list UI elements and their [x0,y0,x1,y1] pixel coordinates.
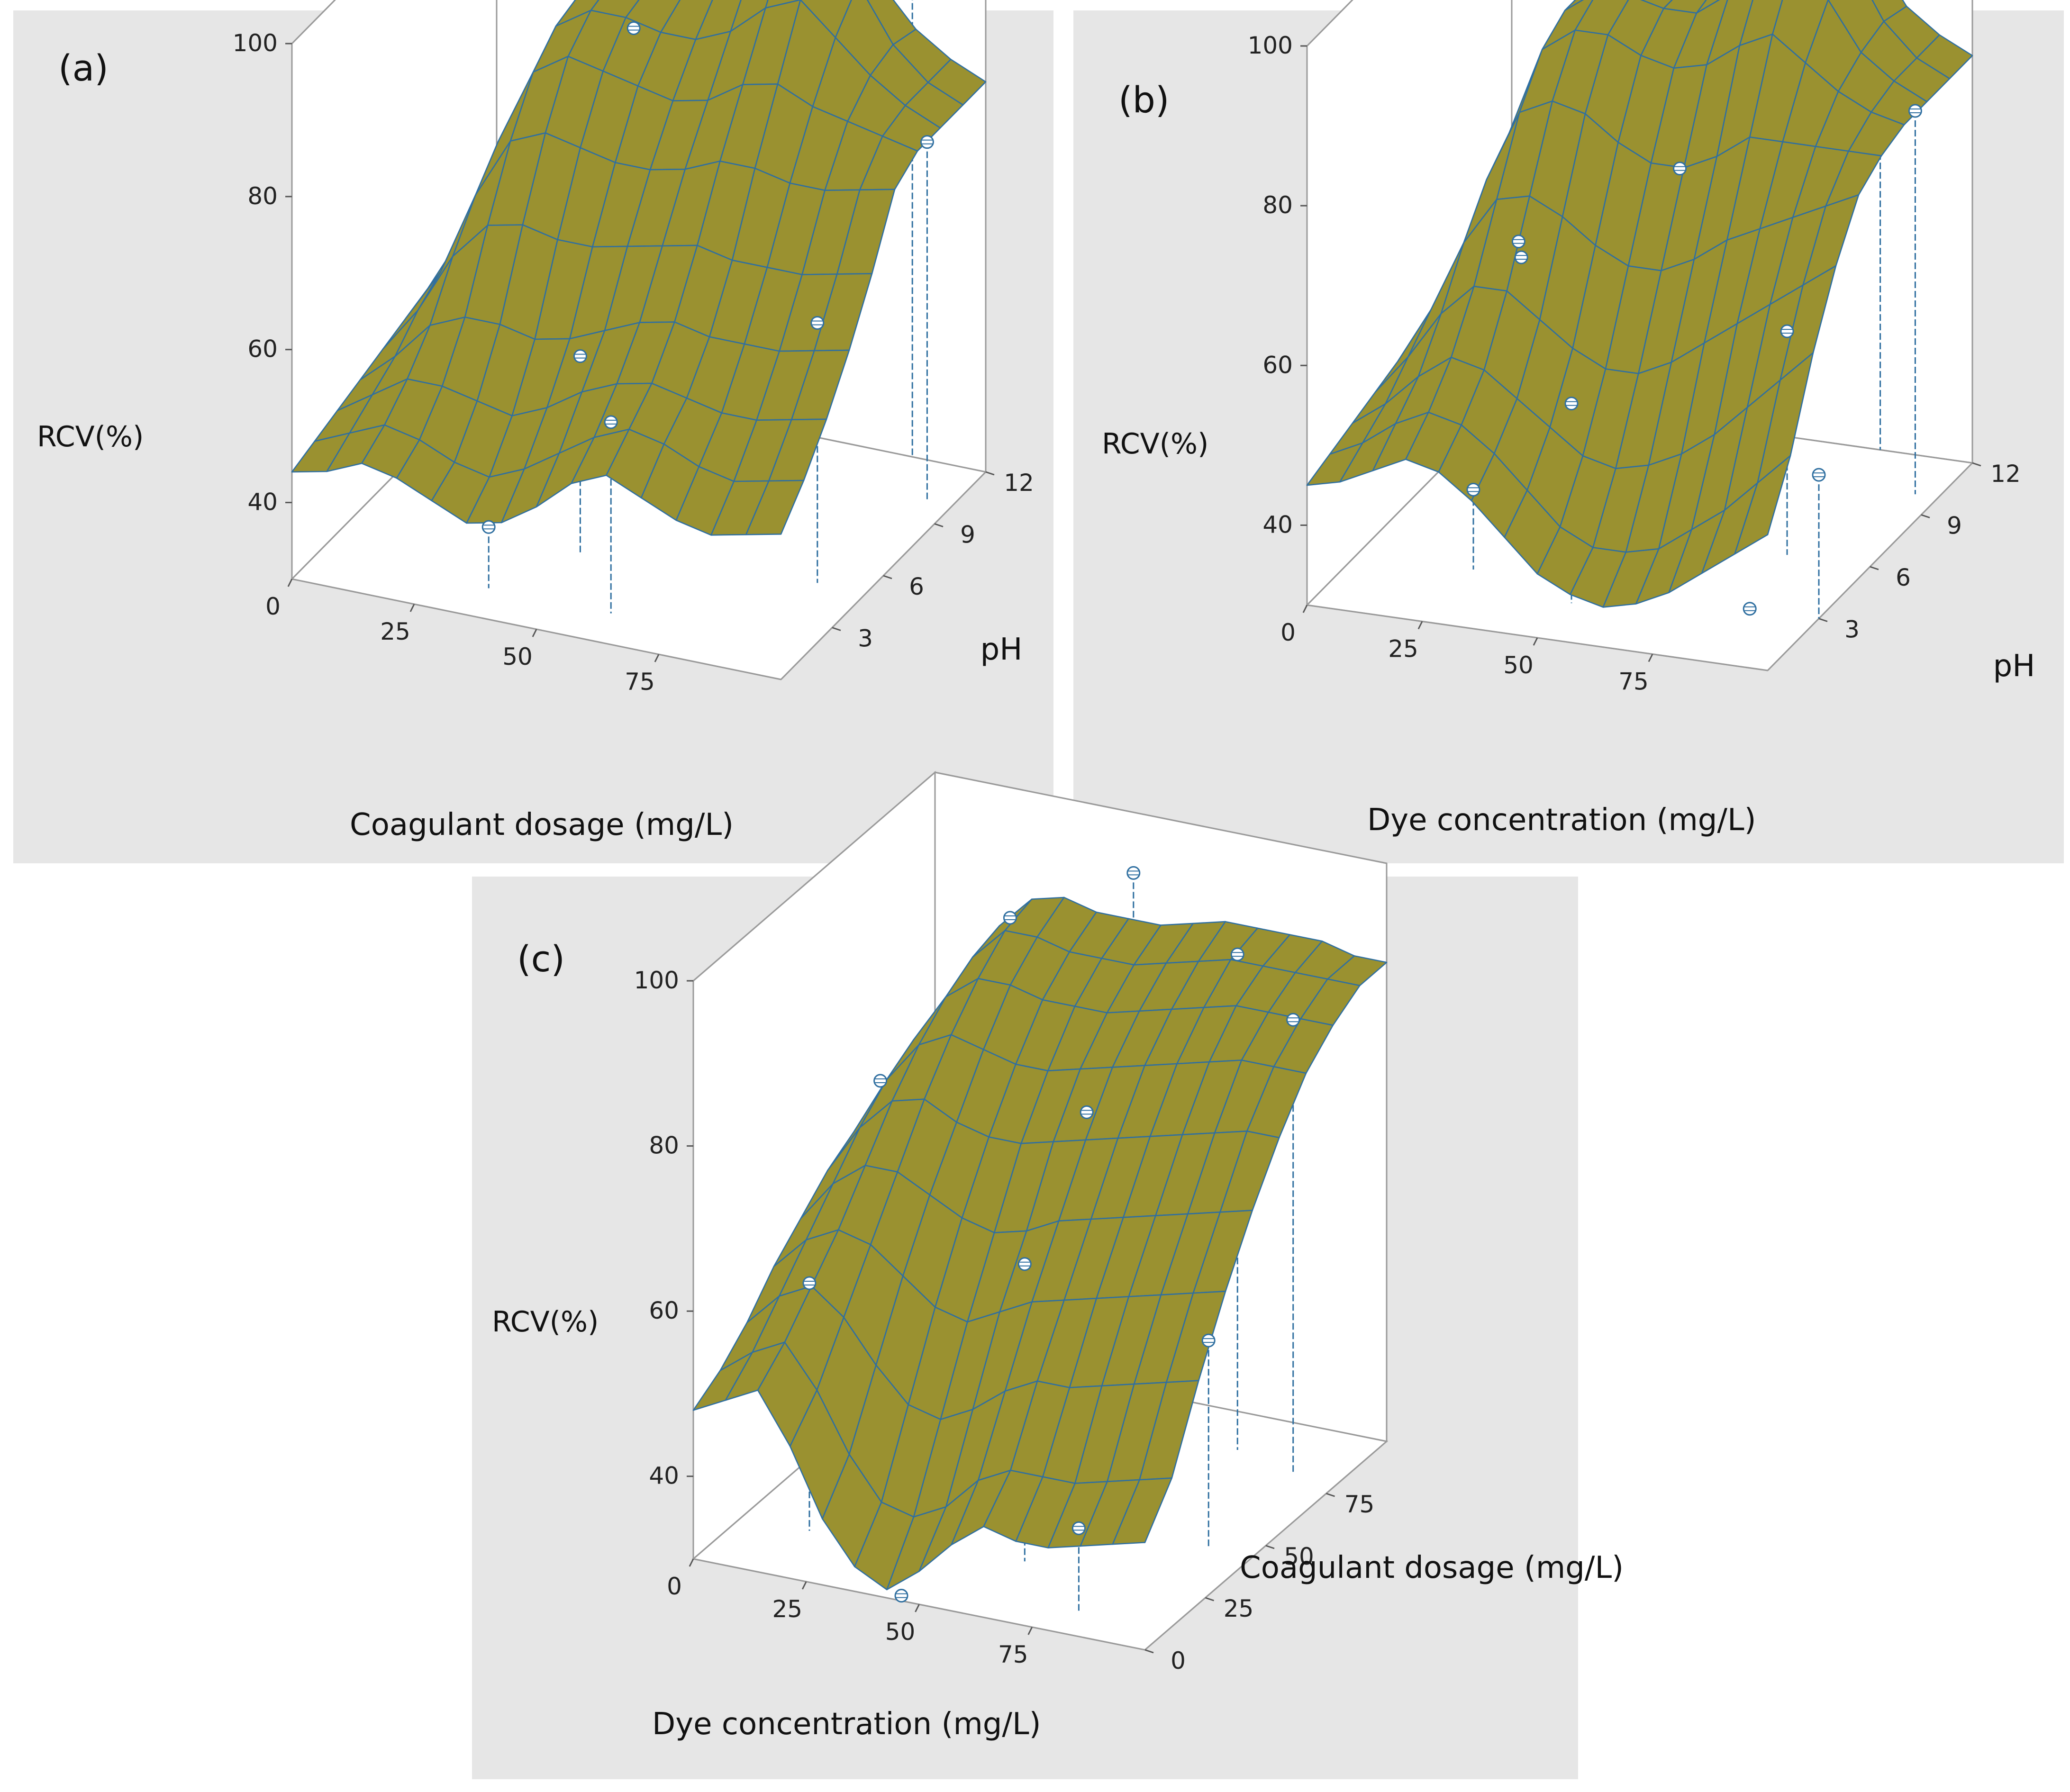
observed-point [1126,866,1141,880]
y-tick-label: 9 [1947,512,1962,540]
observed-point [1201,1333,1216,1348]
observed-point [1812,468,1826,482]
z-tick-label: 60 [649,1297,679,1324]
observed-point [1564,397,1579,411]
x-tick-label: 0 [1280,619,1296,646]
x-tick-label: 75 [1618,668,1649,696]
y-tick-label: 50 [1284,1543,1314,1570]
z-tick-label: 60 [1262,351,1293,379]
observed-points [1466,104,1922,616]
response-surface [1306,0,1973,608]
y-tick-label: 12 [1990,460,2021,488]
x-tick-label: 0 [265,593,281,620]
z-tick-label: 80 [1262,191,1293,219]
y-axis-title: pH [981,632,1023,667]
x-tick-label: 50 [885,1618,916,1646]
surface-plot-a: 40 60 80 100 0 25 50 75 3 6 9 12 Coagulant dosage (m… [13,0,1053,863]
x-tick-label: 75 [998,1641,1028,1668]
y-tick-label: 3 [858,625,873,652]
y-axis-title: Coagulant dosage (mg/L) [1240,1550,1624,1585]
z-tick-label: 100 [634,967,679,994]
observed-point [873,1074,888,1088]
observed-point [626,21,641,35]
surface-plot-b: 40 60 80 100 0 25 50 75 3 6 9 12 Dye concentration (… [1073,0,2064,863]
observed-point [1003,911,1017,925]
observed-point [1743,602,1757,616]
observed-point [1017,1257,1032,1271]
x-axis-title: Dye concentration (mg/L) [1367,803,1756,838]
y-tick-label: 25 [1224,1595,1254,1622]
surface-cell [1734,455,1791,555]
panel-label: (a) [58,47,109,89]
y-tick-label: 6 [1896,564,1911,591]
z-tick-label: 100 [1248,32,1293,59]
y-tick-label: 75 [1344,1491,1375,1518]
observed-point [1511,235,1525,249]
x-axis-title: Dye concentration (mg/L) [652,1707,1041,1742]
observed-point [1673,162,1687,176]
z-tick-label: 80 [649,1132,679,1159]
x-tick-label: 0 [667,1573,682,1600]
x-tick-label: 25 [1388,635,1418,663]
observed-point [1466,482,1480,497]
y-tick-label: 9 [960,521,975,549]
observed-point [894,1589,908,1603]
surface-cell [1112,1477,1172,1545]
z-tick-label: 40 [247,489,278,516]
z-tick-label: 80 [247,182,278,210]
z-axis-title: RCV(%) [1102,427,1208,461]
response-surface [692,896,1388,1591]
surface-cell [745,480,805,535]
observed-point [1071,1521,1086,1535]
observed-point [481,520,496,534]
observed-point [573,349,587,363]
surface-plot-c: 40 60 80 100 0 25 50 75 0 25 50 75 Dye concentration… [472,770,1624,1779]
z-tick-label: 100 [233,29,278,57]
panel-label: (c) [517,938,565,980]
x-tick-label: 75 [625,668,655,696]
y-axis-title: pH [1993,649,2035,684]
y-tick-label: 6 [909,573,924,600]
surface-plot-a-svg: 40 60 80 100 0 25 50 75 3 6 9 12 Coagulant dosage (m… [37,0,1034,842]
x-tick-label: 25 [380,618,410,645]
z-tick-label: 40 [1262,511,1293,538]
observed-point [1080,1105,1094,1119]
observed-points [802,866,1300,1603]
x-tick-label: 50 [1503,652,1534,679]
z-tick-label: 40 [649,1462,679,1490]
observed-point [802,1276,817,1290]
observed-points [481,21,934,534]
z-tick-label: 60 [247,335,278,363]
y-tick-label: 12 [1004,469,1034,497]
response-surface [291,0,987,536]
observed-point [810,316,825,330]
observed-point [1780,324,1794,338]
x-axis-title: Coagulant dosage (mg/L) [350,807,734,842]
observed-point [920,135,934,149]
surface-plot-c-svg: 40 60 80 100 0 25 50 75 0 25 50 75 Dye concentration… [492,770,1624,1742]
observed-point [1286,1013,1300,1027]
observed-point [604,415,618,429]
y-tick-label: 3 [1844,616,1860,643]
x-tick-label: 50 [502,643,533,670]
x-tick-label: 25 [772,1595,802,1623]
observed-point [1514,250,1528,264]
y-tick-label: 0 [1171,1647,1186,1674]
surface-plot-b-svg: 40 60 80 100 0 25 50 75 3 6 9 12 Dye concentration (… [1102,0,2035,838]
observed-point [1230,947,1244,961]
z-axis-title: RCV(%) [37,420,144,453]
z-axis-title: RCV(%) [492,1305,599,1339]
observed-point [1908,104,1922,118]
panel-label: (b) [1118,79,1170,121]
